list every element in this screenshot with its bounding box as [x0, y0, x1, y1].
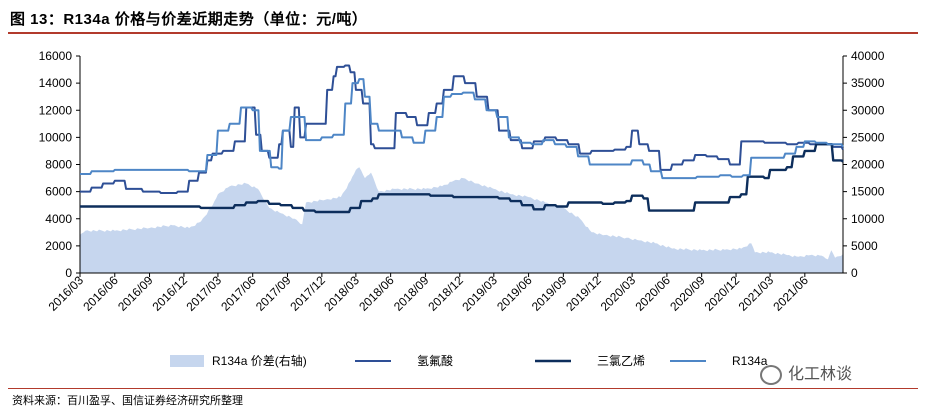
watermark-text: 化工林谈: [788, 366, 853, 383]
x-tick-label: 2017/06: [218, 273, 259, 314]
x-tick-label: 2016/12: [149, 273, 190, 314]
right-tick-label: 20000: [851, 158, 885, 172]
right-tick-label: 0: [851, 266, 858, 280]
x-tick-label: 2017/03: [183, 273, 224, 314]
x-tick-label: 2018/09: [391, 273, 432, 314]
chart-title: 图 13：R134a 价格与价差近期走势（单位：元/吨）: [10, 11, 368, 28]
left-tick-label: 4000: [45, 212, 72, 226]
x-tick-label: 2020/09: [667, 273, 708, 314]
source-divider: [8, 388, 918, 390]
x-tick-label: 2018/03: [321, 273, 362, 314]
x-tick-label: 2019/12: [563, 273, 604, 314]
legend-label-r134a: R134a: [732, 354, 768, 368]
x-tick-label: 2020/12: [702, 273, 743, 314]
x-tick-label: 2016/06: [80, 273, 121, 314]
right-tick-label: 35000: [851, 76, 885, 90]
left-tick-label: 16000: [39, 49, 73, 63]
legend-label-spread: R134a 价差(右轴): [212, 353, 307, 368]
series-line-r134a: [80, 78, 844, 180]
legend-swatch-spread: [170, 355, 204, 367]
x-tick-label: 2016/09: [115, 273, 156, 314]
left-tick-label: 10000: [39, 130, 73, 144]
legend-label-tce: 三氯乙烯: [597, 354, 645, 368]
x-tick-label: 2018/12: [425, 273, 466, 314]
series-line-hf: [80, 64, 844, 194]
right-tick-label: 5000: [851, 239, 878, 253]
x-tick-label: 2019/03: [459, 273, 500, 314]
left-tick-label: 12000: [39, 103, 73, 117]
legend-label-hf: 氢氟酸: [417, 353, 453, 368]
left-tick-label: 0: [65, 266, 72, 280]
x-tick-label: 2019/09: [529, 273, 570, 314]
watermark: 化工林谈: [760, 360, 852, 385]
right-tick-label: 40000: [851, 49, 885, 63]
source-note: 资料来源：百川盈孚、国信证券经济研究所整理: [12, 395, 243, 407]
right-tick-label: 15000: [851, 185, 885, 199]
x-tick-label: 2017/12: [287, 273, 328, 314]
x-tick-label: 2021/06: [770, 273, 811, 314]
left-tick-label: 14000: [39, 76, 73, 90]
right-tick-label: 30000: [851, 103, 885, 117]
x-tick-label: 2018/06: [356, 273, 397, 314]
x-tick-label: 2021/03: [736, 273, 777, 314]
left-tick-label: 2000: [45, 239, 72, 253]
left-tick-label: 8000: [45, 158, 72, 172]
chart: 0 2000 4000 6000 8000 10000 12000 14000 16000 0 50…: [39, 49, 885, 368]
x-tick-label: 2019/06: [494, 273, 535, 314]
x-tick-label: 2017/09: [253, 273, 294, 314]
title-bar: 图 13：R134a 价格与价差近期走势（单位：元/吨）: [8, 4, 918, 34]
right-tick-label: 10000: [851, 212, 885, 226]
right-tick-label: 25000: [851, 130, 885, 144]
series-area-spread: [80, 167, 843, 273]
wechat-icon: [760, 364, 782, 385]
x-tick-label: 2020/03: [598, 273, 639, 314]
left-tick-label: 6000: [45, 185, 72, 199]
series-line-tce: [80, 143, 844, 214]
x-tick-label: 2020/06: [632, 273, 673, 314]
